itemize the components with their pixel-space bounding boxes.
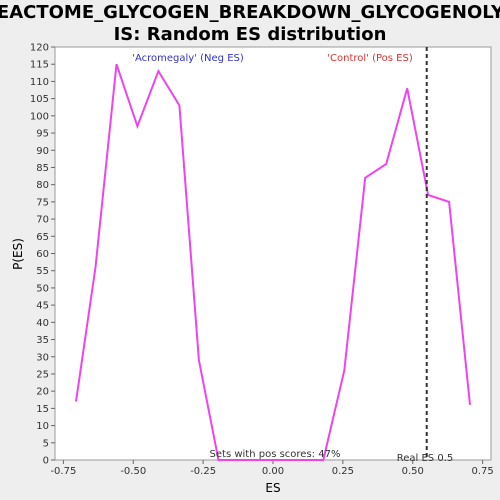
x-tick-label: -0.75: [50, 466, 76, 477]
plot-area: [54, 46, 492, 461]
y-tick-label: 120: [30, 43, 49, 54]
es-distribution-line: [75, 63, 471, 461]
sets-pos-score-label: Sets with pos scores: 47%: [210, 449, 341, 460]
x-axis-label: ES: [265, 481, 280, 495]
y-tick-label: 85: [36, 163, 49, 174]
x-tick-label: 0.25: [332, 466, 354, 477]
y-tick-label: 65: [36, 232, 49, 243]
y-tick-label: 40: [36, 318, 49, 329]
y-tick-label: 70: [36, 215, 49, 226]
y-tick-label: 50: [36, 283, 49, 294]
x-axis-ticks: -0.75 -0.50 -0.25 0.00 0.25 0.50 0.75: [50, 460, 494, 477]
real-es-label: Real ES 0.5: [397, 453, 453, 464]
y-tick-label: 100: [30, 111, 49, 122]
y-tick-label: 55: [36, 266, 49, 277]
x-tick-label: 0.75: [471, 466, 493, 477]
x-tick-label: -0.25: [190, 466, 216, 477]
y-tick-label: 20: [36, 387, 49, 398]
y-tick-label: 5: [43, 438, 49, 449]
y-tick-label: 80: [36, 180, 49, 191]
chart-title-line1: REACTOME_GLYCOGEN_BREAKDOWN_GLYCOGENOLYS: [0, 2, 500, 23]
y-tick-label: 30: [36, 352, 49, 363]
y-tick-label: 90: [36, 146, 49, 157]
y-tick-label: 25: [36, 369, 49, 380]
chart-title-line2: IS: Random ES distribution: [114, 24, 387, 45]
x-tick-label: 0.00: [262, 466, 284, 477]
y-tick-label: 75: [36, 197, 49, 208]
y-tick-label: 60: [36, 249, 49, 260]
y-tick-label: 0: [43, 456, 49, 467]
pos-es-label: 'Control' (Pos ES): [327, 53, 413, 64]
y-tick-label: 115: [30, 60, 49, 71]
y-tick-label: 110: [30, 77, 49, 88]
x-tick-label: -0.50: [120, 466, 146, 477]
y-tick-label: 35: [36, 335, 49, 346]
y-tick-label: 10: [36, 421, 49, 432]
y-axis-ticks: 0 5 10 15 20 25 30 35 40 45 50 55 60 65 70 75 80 85 90 95 10…: [30, 43, 55, 467]
y-tick-label: 95: [36, 129, 49, 140]
y-axis-label: P(ES): [11, 238, 25, 270]
neg-es-label: 'Acromegaly' (Neg ES): [132, 53, 244, 64]
y-tick-label: 15: [36, 404, 49, 415]
x-tick-label: 0.50: [402, 466, 424, 477]
y-tick-label: 45: [36, 301, 49, 312]
y-tick-label: 105: [30, 94, 49, 105]
